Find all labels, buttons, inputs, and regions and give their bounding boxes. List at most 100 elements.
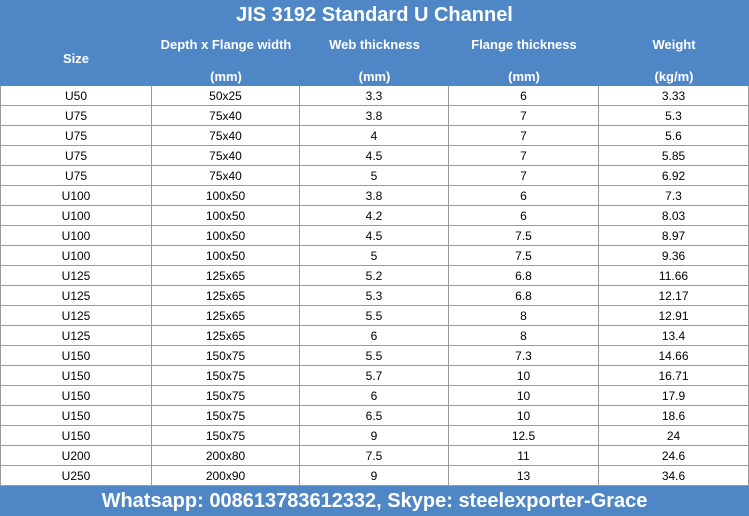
title: JIS 3192 Standard U Channel xyxy=(0,0,749,30)
table-cell: 6.8 xyxy=(449,286,599,306)
table-cell: 100x50 xyxy=(152,226,300,246)
table-cell: 12.17 xyxy=(599,286,749,306)
table-cell: 24.6 xyxy=(599,446,749,466)
table-cell: U100 xyxy=(0,226,152,246)
table-cell: 6 xyxy=(300,326,449,346)
table-cell: 34.6 xyxy=(599,466,749,486)
table-cell: U75 xyxy=(0,166,152,186)
table-cell: 3.8 xyxy=(300,186,449,206)
table-cell: 6.5 xyxy=(300,406,449,426)
table-cell: 11 xyxy=(449,446,599,466)
table-cell: 6 xyxy=(449,186,599,206)
column-header: Web thickness xyxy=(329,36,420,52)
table-cell: 9.36 xyxy=(599,246,749,266)
table-cell: U75 xyxy=(0,146,152,166)
table-cell: 10 xyxy=(449,366,599,386)
table-cell: U150 xyxy=(0,426,152,446)
table-cell: 7.3 xyxy=(599,186,749,206)
table-cell: 5.5 xyxy=(300,306,449,326)
table-cell: 5 xyxy=(300,166,449,186)
table-cell: 18.6 xyxy=(599,406,749,426)
column-unit: (mm) xyxy=(210,68,242,84)
table-cell: U100 xyxy=(0,186,152,206)
table-cell: 150x75 xyxy=(152,346,300,366)
table-cell: U200 xyxy=(0,446,152,466)
table-cell: 7 xyxy=(449,166,599,186)
table-cell: 5.3 xyxy=(599,106,749,126)
table-cell: 5.85 xyxy=(599,146,749,166)
table-cell: 4.5 xyxy=(300,226,449,246)
table-cell: 100x50 xyxy=(152,206,300,226)
table-cell: U150 xyxy=(0,346,152,366)
table-cell: 4.5 xyxy=(300,146,449,166)
table-cell: 50x25 xyxy=(152,86,300,106)
table-cell: 150x75 xyxy=(152,366,300,386)
table-cell: 200x90 xyxy=(152,466,300,486)
column-header: Size xyxy=(62,50,89,66)
table-cell: 3.33 xyxy=(599,86,749,106)
table-cell: 8.03 xyxy=(599,206,749,226)
table-cell: 7 xyxy=(449,126,599,146)
table-cell: 5.2 xyxy=(300,266,449,286)
table-cell: U150 xyxy=(0,406,152,426)
table-cell: 6.8 xyxy=(449,266,599,286)
table-cell: 9 xyxy=(300,466,449,486)
table-cell: 4 xyxy=(300,126,449,146)
table-cell: U100 xyxy=(0,206,152,226)
table-cell: 6 xyxy=(449,206,599,226)
table-cell: 7.3 xyxy=(449,346,599,366)
table-cell: 8 xyxy=(449,306,599,326)
table-cell: 12.91 xyxy=(599,306,749,326)
table-cell: 7 xyxy=(449,106,599,126)
table-cell: 150x75 xyxy=(152,386,300,406)
table-cell: 24 xyxy=(599,426,749,446)
column-unit: (mm) xyxy=(508,68,540,84)
table-cell: U100 xyxy=(0,246,152,266)
table-cell: 200x80 xyxy=(152,446,300,466)
table-cell: 6 xyxy=(300,386,449,406)
table-cell: 125x65 xyxy=(152,326,300,346)
table-cell: 4.2 xyxy=(300,206,449,226)
table-cell: U150 xyxy=(0,386,152,406)
table-cell: 3.8 xyxy=(300,106,449,126)
table-cell: U250 xyxy=(0,466,152,486)
table-cell: 125x65 xyxy=(152,266,300,286)
table-cell: U125 xyxy=(0,306,152,326)
table-cell: 75x40 xyxy=(152,106,300,126)
table-cell: U75 xyxy=(0,106,152,126)
table-cell: 7.5 xyxy=(449,246,599,266)
table-cell: 5.7 xyxy=(300,366,449,386)
table-cell: 7.5 xyxy=(449,226,599,246)
table-cell: 5.3 xyxy=(300,286,449,306)
table-cell: U150 xyxy=(0,366,152,386)
table-cell: 5 xyxy=(300,246,449,266)
table-cell: 125x65 xyxy=(152,306,300,326)
table-cell: 100x50 xyxy=(152,186,300,206)
header-band xyxy=(0,30,749,86)
table-cell: 13.4 xyxy=(599,326,749,346)
table-cell: U50 xyxy=(0,86,152,106)
table-cell: 6.92 xyxy=(599,166,749,186)
table-cell: 75x40 xyxy=(152,166,300,186)
table-cell: 8 xyxy=(449,326,599,346)
table-cell: 7.5 xyxy=(300,446,449,466)
table-cell: 3.3 xyxy=(300,86,449,106)
footer: Whatsapp: 008613783612332, Skype: steele… xyxy=(0,486,749,516)
table-cell: 9 xyxy=(300,426,449,446)
table-cell: 13 xyxy=(449,466,599,486)
table-cell: 75x40 xyxy=(152,126,300,146)
table-cell: 7 xyxy=(449,146,599,166)
table-cell: 17.9 xyxy=(599,386,749,406)
table-cell: 6 xyxy=(449,86,599,106)
table-cell: 10 xyxy=(449,406,599,426)
column-header: Flange thickness xyxy=(471,36,577,52)
table-cell: 125x65 xyxy=(152,286,300,306)
table-cell: 11.66 xyxy=(599,266,749,286)
table-cell: 5.6 xyxy=(599,126,749,146)
table-cell: 150x75 xyxy=(152,406,300,426)
table-cell: 14.66 xyxy=(599,346,749,366)
table-cell: 5.5 xyxy=(300,346,449,366)
table-cell: U125 xyxy=(0,286,152,306)
column-unit: (kg/m) xyxy=(654,68,694,84)
